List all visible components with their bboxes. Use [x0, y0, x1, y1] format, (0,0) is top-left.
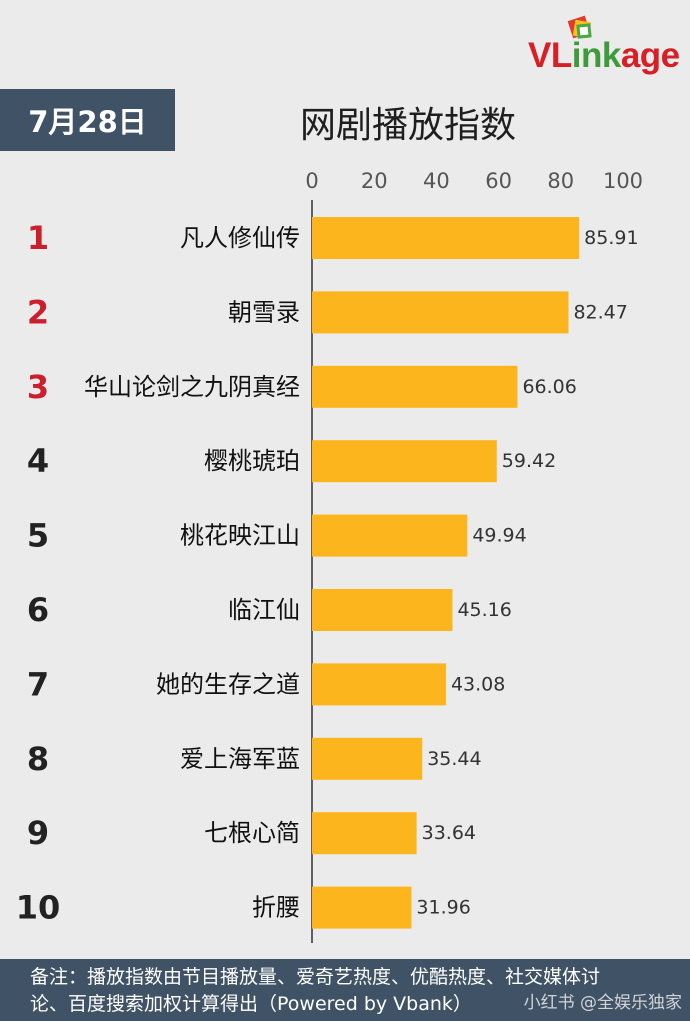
bar — [312, 291, 569, 334]
chart-title: 网剧播放指数 — [300, 105, 517, 146]
category-label: 爱上海军蓝 — [180, 745, 300, 773]
bar-value-label: 45.16 — [457, 599, 511, 621]
bar-value-label: 43.08 — [451, 673, 505, 695]
category-label: 凡人修仙传 — [180, 224, 300, 252]
bar — [312, 663, 446, 706]
bar — [312, 589, 453, 631]
rank-number: 7 — [27, 665, 49, 703]
logo-text: VLinkage — [528, 36, 680, 75]
date-text: 7月28日 — [28, 105, 147, 139]
bar-value-label: 59.42 — [502, 450, 556, 472]
bar — [312, 514, 468, 557]
category-label: 她的生存之道 — [156, 670, 300, 698]
x-tick-label: 60 — [485, 169, 512, 193]
x-tick-label: 20 — [361, 169, 388, 193]
category-label: 折腰 — [252, 894, 300, 922]
rank-number: 4 — [27, 442, 49, 480]
bar-value-label: 31.96 — [416, 897, 470, 919]
bar — [312, 440, 497, 483]
footer-note-line-2: 论、百度搜索加权计算得出（Powered by Vbank） — [30, 993, 472, 1015]
date-badge: 7月28日 — [0, 89, 175, 151]
rank-number: 3 — [27, 368, 49, 406]
category-label: 樱桃琥珀 — [204, 447, 300, 475]
bar-value-label: 49.94 — [472, 525, 526, 547]
bar-value-label: 33.64 — [422, 822, 476, 844]
footer-note: 备注：播放指数由节目播放量、爱奇艺热度、优酷热度、社交媒体讨 论、百度搜索加权计… — [0, 959, 690, 1021]
rank-number: 5 — [27, 517, 49, 555]
rank-number: 8 — [27, 740, 49, 778]
x-tick-label: 0 — [305, 169, 318, 193]
category-label: 临江仙 — [228, 596, 300, 624]
footer-note-line-1: 备注：播放指数由节目播放量、爱奇艺热度、优酷热度、社交媒体讨 — [30, 966, 601, 988]
bar — [312, 217, 580, 259]
logo-icon — [567, 15, 592, 39]
rank-number: 2 — [27, 293, 49, 331]
bar-value-label: 85.91 — [584, 227, 638, 249]
bar-chart: 0 20 40 60 80 100 85.91 凡人修仙传 1 82.47 朝雪录 2 66.06 华山论… — [16, 169, 643, 943]
rank-number: 1 — [27, 219, 49, 257]
category-label: 七根心简 — [204, 819, 300, 847]
bar — [312, 886, 412, 929]
vlinkage-logo: VLinkage — [524, 10, 684, 80]
bar-value-label: 82.47 — [573, 301, 627, 323]
x-tick-label: 100 — [603, 169, 643, 193]
category-label: 桃花映江山 — [180, 522, 300, 550]
bar — [312, 812, 417, 855]
bar-value-label: 35.44 — [427, 748, 481, 770]
bar-value-label: 66.06 — [522, 376, 576, 398]
rank-number: 6 — [27, 591, 49, 629]
bar — [312, 737, 423, 780]
rank-number: 10 — [16, 889, 61, 927]
x-tick-label: 80 — [547, 169, 574, 193]
bar — [312, 365, 518, 408]
category-label: 华山论剑之九阴真经 — [84, 373, 300, 401]
watermark: 小红书 @全娱乐独家 — [523, 993, 682, 1013]
x-tick-label: 40 — [423, 169, 450, 193]
category-label: 朝雪录 — [228, 298, 300, 326]
rank-number: 9 — [27, 814, 49, 852]
